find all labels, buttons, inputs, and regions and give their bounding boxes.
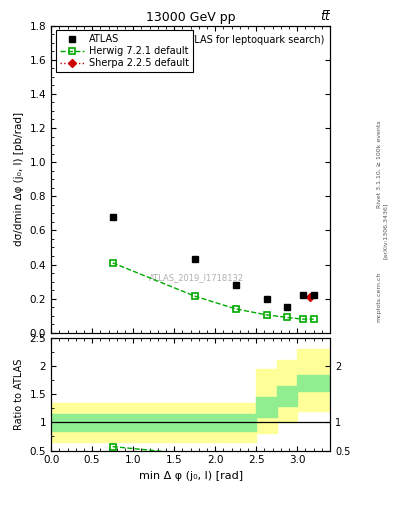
ATLAS <box>110 214 115 220</box>
ATLAS <box>264 295 269 302</box>
Text: mcplots.cern.ch: mcplots.cern.ch <box>377 272 382 322</box>
Herwig 7.2.1 default <box>233 306 238 312</box>
Text: Δφ(lepton,jet) (ATLAS for leptoquark search): Δφ(lepton,jet) (ATLAS for leptoquark sea… <box>108 35 325 45</box>
Text: Rivet 3.1.10, ≥ 100k events: Rivet 3.1.10, ≥ 100k events <box>377 120 382 208</box>
Title: 13000 GeV pp: 13000 GeV pp <box>146 11 235 25</box>
Text: ATLAS_2019_I1718132: ATLAS_2019_I1718132 <box>149 273 244 282</box>
Y-axis label: Ratio to ATLAS: Ratio to ATLAS <box>14 358 24 430</box>
Y-axis label: dσ/dmin Δφ (j₀, l) [pb/rad]: dσ/dmin Δφ (j₀, l) [pb/rad] <box>14 112 24 246</box>
Text: [arXiv:1306.3436]: [arXiv:1306.3436] <box>383 202 387 259</box>
Line: Herwig 7.2.1 default: Herwig 7.2.1 default <box>109 260 317 323</box>
X-axis label: min Δ φ (j₀, l) [rad]: min Δ φ (j₀, l) [rad] <box>139 471 242 481</box>
Text: tt̅: tt̅ <box>320 10 330 23</box>
ATLAS <box>192 257 197 263</box>
Legend: ATLAS, Herwig 7.2.1 default, Sherpa 2.2.5 default: ATLAS, Herwig 7.2.1 default, Sherpa 2.2.… <box>56 30 193 72</box>
Line: ATLAS: ATLAS <box>109 214 317 311</box>
Herwig 7.2.1 default <box>264 312 269 318</box>
ATLAS <box>285 304 289 310</box>
ATLAS <box>301 292 305 298</box>
Herwig 7.2.1 default <box>285 314 289 321</box>
Herwig 7.2.1 default <box>311 316 316 322</box>
Herwig 7.2.1 default <box>301 316 305 322</box>
Herwig 7.2.1 default <box>110 260 115 266</box>
ATLAS <box>233 282 238 288</box>
Herwig 7.2.1 default <box>192 293 197 299</box>
ATLAS <box>311 292 316 298</box>
